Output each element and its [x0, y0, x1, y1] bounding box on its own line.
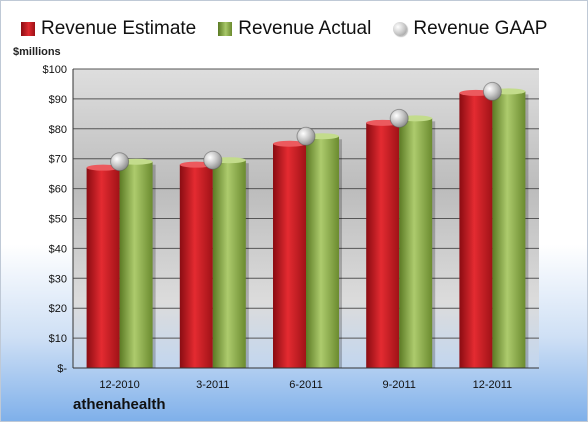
bar-revenue-estimate	[86, 167, 120, 368]
y-tick-label: $100	[43, 64, 67, 76]
bar-revenue-actual	[119, 161, 153, 368]
bar-revenue-estimate	[366, 122, 400, 368]
y-tick-label: $50	[49, 214, 67, 226]
x-tick-label: 3-2011	[196, 379, 229, 391]
y-tick-label: $20	[49, 303, 67, 315]
y-axis-unit-label: $millions	[13, 46, 61, 58]
y-tick-label: $70	[49, 154, 67, 166]
legend-label-gaap: Revenue GAAP	[413, 18, 548, 39]
marker-revenue-gaap	[203, 150, 223, 170]
legend-swatch-gaap	[393, 22, 408, 36]
bar-revenue-actual	[399, 118, 433, 369]
bar-revenue-estimate	[179, 164, 213, 368]
marker-revenue-gaap	[110, 152, 130, 172]
bar-revenue-estimate	[273, 143, 306, 368]
marker-revenue-gaap	[482, 81, 502, 101]
legend-label-actual: Revenue Actual	[238, 18, 372, 39]
y-tick-label: $40	[49, 243, 67, 255]
legend-item-actual: Revenue Actual	[218, 18, 371, 40]
bar-revenue-actual	[306, 136, 339, 368]
y-tick-label: $30	[49, 273, 67, 285]
legend-swatch-actual	[218, 22, 233, 36]
x-tick-label: 6-2011	[289, 379, 322, 391]
x-tick-label: 12-2010	[99, 379, 139, 391]
legend-swatch-estimate	[21, 22, 35, 36]
y-tick-label: $60	[49, 184, 67, 196]
x-tick-label: 9-2011	[382, 379, 415, 391]
bar-revenue-actual	[212, 160, 246, 368]
y-tick-label: $90	[49, 94, 67, 106]
bar-top-revenue-estimate	[273, 140, 306, 147]
bar-revenue-actual	[492, 91, 526, 369]
marker-revenue-gaap	[389, 108, 409, 128]
legend-label-estimate: Revenue Estimate	[41, 18, 197, 39]
legend-item-estimate: Revenue Estimate	[21, 18, 196, 40]
y-tick-label: $10	[49, 333, 67, 345]
chart-legend: Revenue Estimate Revenue Actual Revenue …	[21, 15, 577, 43]
x-tick-label: 12-2011	[473, 379, 513, 391]
y-tick-label: $80	[49, 124, 67, 136]
y-tick-label: $-	[57, 363, 67, 375]
marker-revenue-gaap	[296, 126, 316, 146]
legend-item-gaap: Revenue GAAP	[393, 18, 547, 40]
company-name: athenahealth	[73, 396, 166, 413]
bar-revenue-estimate	[459, 92, 493, 369]
